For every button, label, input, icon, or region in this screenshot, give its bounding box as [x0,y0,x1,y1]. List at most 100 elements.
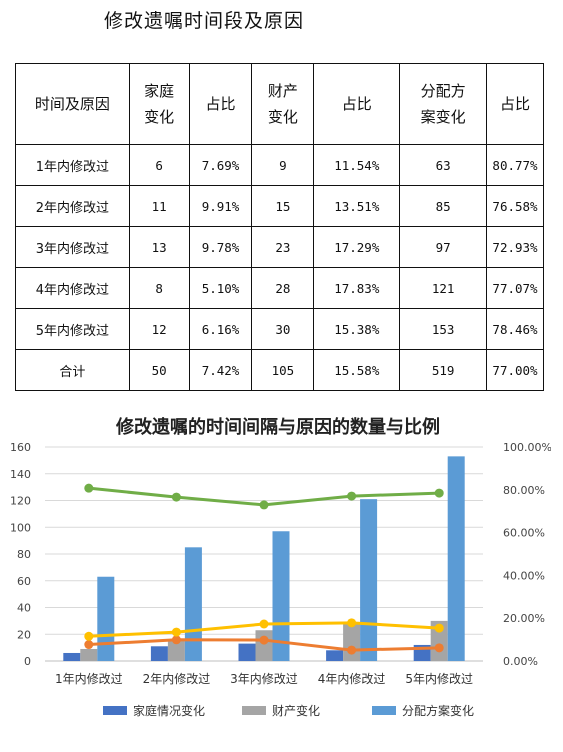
y-right-tick-label: 100.00% [503,441,551,454]
table-header-cell: 分配方 案变化 [399,63,488,145]
bar-2 [343,623,361,661]
table-cell: 9.91% [188,185,253,227]
chart-panel: 修改遗嘱的时间间隔与原因的数量与比例 0 20 40 60 80 100 120 140 160 0… [5,403,552,748]
table-cell: 153 [399,308,488,350]
table-row: 5年内修改过 12 6.16% 30 15.38% 153 78.46% [15,308,544,350]
table-header-row: 时间及原因 家庭 变化 占比 财产 变化 占比 分配方 案变化 占比 [15,63,544,145]
y-right-tick-label: 60.00% [503,527,545,540]
table-cell: 9.78% [188,226,253,268]
table-cell: 7.42% [188,349,253,391]
table-row: 1年内修改过 6 7.69% 9 11.54% 63 80.77% [15,144,544,186]
line-point [171,635,181,645]
table-cell: 13 [128,226,190,268]
bar-2 [80,648,98,661]
table-cell: 63 [399,144,488,186]
chart-title: 修改遗嘱的时间间隔与原因的数量与比例 [115,416,440,438]
line-point [347,645,357,655]
table-cell: 72.93% [486,226,544,268]
table-cell: 9 [251,144,315,186]
legend-swatch [242,706,266,715]
table-cell: 85 [399,185,488,227]
chart-svg: 修改遗嘱的时间间隔与原因的数量与比例 0 20 40 60 80 100 120 140 160 0… [10,416,552,718]
data-table: 时间及原因 家庭 变化 占比 财产 变化 占比 分配方 案变化 占比 1年内修改过 6 7.69% 9 11… [15,63,544,391]
x-tick-label: 2年内修改过 [143,671,211,686]
table-cell: 15.58% [313,349,401,391]
legend-swatch [103,706,127,715]
table-header-cell: 占比 [188,63,253,145]
x-tick-label: 4年内修改过 [318,671,386,686]
table-cell: 121 [399,267,488,309]
line-point [259,635,269,645]
line-point [434,643,444,653]
bar-2 [255,630,273,661]
bar-1 [63,652,81,661]
line-point [84,483,94,493]
table-row: 合计 50 7.42% 105 15.58% 519 77.00% [15,349,544,391]
table-cell: 4年内修改过 [15,267,130,309]
table-cell: 78.46% [486,308,544,350]
table-cell: 15 [251,185,315,227]
y-left-tick-label: 120 [10,495,31,508]
table-cell: 28 [251,267,315,309]
line-point [259,619,269,629]
line-point [347,491,357,501]
table-row: 2年内修改过 11 9.91% 15 13.51% 85 76.58% [15,185,544,227]
y-left-tick-label: 160 [10,441,31,454]
y-right-tick-label: 40.00% [503,569,545,582]
x-tick-label: 5年内修改过 [405,671,473,686]
table-header-cell: 财产 变化 [251,63,315,145]
legend-label: 家庭情况变化 [133,703,205,718]
bar-3 [360,499,378,661]
x-tick-label: 3年内修改过 [230,671,298,686]
table-cell: 7.69% [188,144,253,186]
bar-1 [326,650,344,661]
bar-3 [447,456,465,661]
y-right-tick-label: 0.00% [503,655,538,668]
table-header-cell: 时间及原因 [15,63,130,145]
table-cell: 105 [251,349,315,391]
legend-label: 财产变化 [272,703,320,718]
bar-1 [238,643,256,661]
line-point [84,640,94,650]
bar-2 [430,620,448,661]
table-cell: 17.83% [313,267,401,309]
y-right-tick-label: 80.00% [503,484,545,497]
table-cell: 6 [128,144,190,186]
table-cell: 30 [251,308,315,350]
table-row: 3年内修改过 13 9.78% 23 17.29% 97 72.93% [15,226,544,268]
line-point [434,623,444,633]
table-cell: 17.29% [313,226,401,268]
table-cell: 519 [399,349,488,391]
x-tick-label: 1年内修改过 [55,671,123,686]
bar-3 [97,576,115,661]
bar-2 [167,640,185,661]
y-left-tick-label: 20 [17,628,31,641]
y-right-tick-label: 20.00% [503,612,545,625]
table-cell: 11.54% [313,144,401,186]
table-cell: 80.77% [486,144,544,186]
bar-3 [272,531,290,661]
table-cell: 15.38% [313,308,401,350]
table-header-cell: 家庭 变化 [128,63,190,145]
table-cell: 3年内修改过 [15,226,130,268]
table-cell: 77.07% [486,267,544,309]
table-cell: 5年内修改过 [15,308,130,350]
bar-1 [150,646,168,661]
y-left-tick-label: 40 [17,602,31,615]
document-title: 修改遗嘱时间段及原因 [104,10,305,32]
line-point [434,488,444,498]
table-cell: 11 [128,185,190,227]
table-cell: 8 [128,267,190,309]
table-cell: 23 [251,226,315,268]
y-left-tick-label: 80 [17,548,31,561]
line-point [84,631,94,641]
line-point [347,618,357,628]
legend-swatch [372,706,396,715]
legend-label: 分配方案变化 [402,703,474,718]
table-cell: 1年内修改过 [15,144,130,186]
y-left-tick-label: 60 [17,575,31,588]
table-cell: 合计 [15,349,130,391]
table-cell: 50 [128,349,190,391]
table-cell: 2年内修改过 [15,185,130,227]
table-cell: 5.10% [188,267,253,309]
